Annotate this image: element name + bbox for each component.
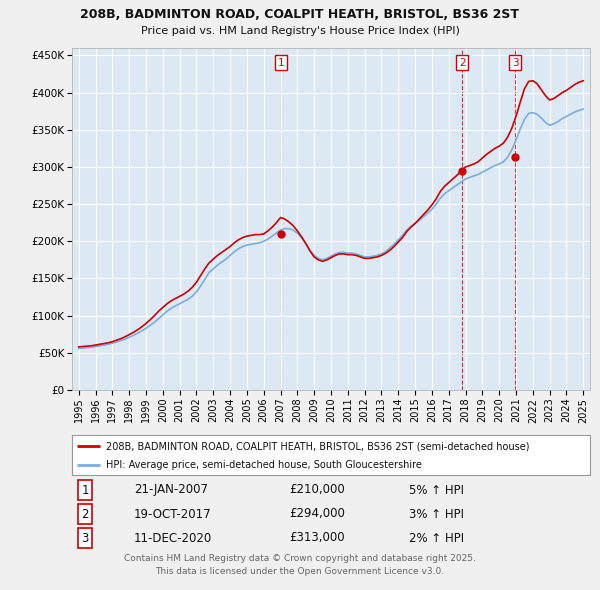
Text: 3: 3 — [81, 532, 89, 545]
Text: 19-OCT-2017: 19-OCT-2017 — [134, 507, 212, 520]
Text: Contains HM Land Registry data © Crown copyright and database right 2025.: Contains HM Land Registry data © Crown c… — [124, 554, 476, 563]
Text: £313,000: £313,000 — [290, 532, 345, 545]
Text: 1: 1 — [81, 483, 89, 497]
Text: 1: 1 — [278, 58, 284, 68]
Text: £294,000: £294,000 — [290, 507, 346, 520]
Text: Price paid vs. HM Land Registry's House Price Index (HPI): Price paid vs. HM Land Registry's House … — [140, 26, 460, 36]
Text: 21-JAN-2007: 21-JAN-2007 — [134, 483, 208, 497]
Text: 2: 2 — [81, 507, 89, 520]
Text: This data is licensed under the Open Government Licence v3.0.: This data is licensed under the Open Gov… — [155, 567, 445, 576]
Text: 2: 2 — [459, 58, 466, 68]
Text: 3% ↑ HPI: 3% ↑ HPI — [409, 507, 464, 520]
Text: 5% ↑ HPI: 5% ↑ HPI — [409, 483, 464, 497]
Text: 3: 3 — [512, 58, 518, 68]
Text: 2% ↑ HPI: 2% ↑ HPI — [409, 532, 464, 545]
Text: 208B, BADMINTON ROAD, COALPIT HEATH, BRISTOL, BS36 2ST: 208B, BADMINTON ROAD, COALPIT HEATH, BRI… — [80, 8, 520, 21]
Text: £210,000: £210,000 — [290, 483, 346, 497]
Text: 208B, BADMINTON ROAD, COALPIT HEATH, BRISTOL, BS36 2ST (semi-detached house): 208B, BADMINTON ROAD, COALPIT HEATH, BRI… — [106, 441, 529, 451]
Text: 11-DEC-2020: 11-DEC-2020 — [134, 532, 212, 545]
Text: HPI: Average price, semi-detached house, South Gloucestershire: HPI: Average price, semi-detached house,… — [106, 460, 422, 470]
